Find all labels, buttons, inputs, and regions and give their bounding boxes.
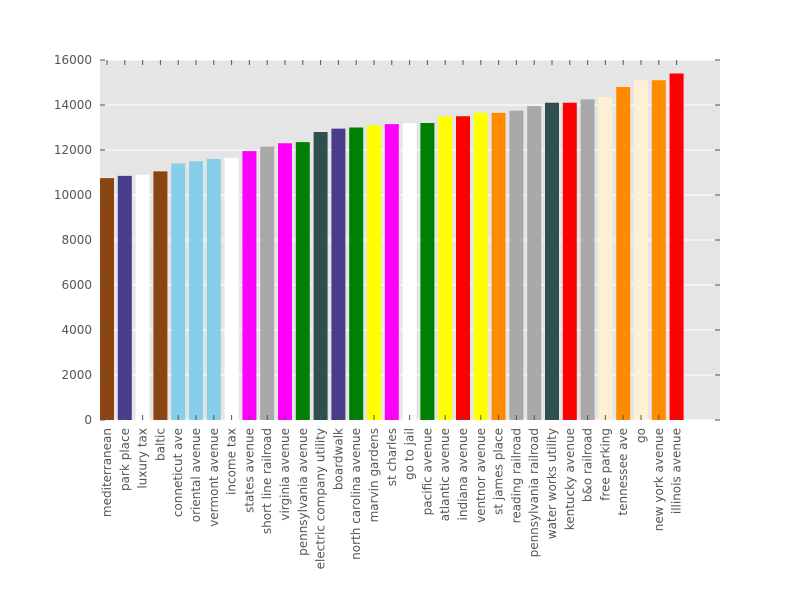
x-tick-label-32: illinois avenue [670, 428, 684, 514]
x-tick-label-0: mediterranean [100, 428, 114, 517]
y-tick-label-4: 8000 [61, 233, 92, 247]
bar-22 [491, 112, 506, 420]
bar-16 [384, 124, 399, 420]
bar-4 [171, 163, 186, 420]
x-tick-label-30: go [634, 428, 648, 443]
y-tick-label-1: 2000 [61, 368, 92, 382]
x-tick-label-3: baltic [153, 428, 167, 461]
x-tick-label-16: st charles [385, 428, 399, 486]
x-tick-label-12: electric company utility [314, 428, 328, 569]
bar-19 [438, 116, 453, 420]
x-tick-label-20: indiana avenue [456, 428, 470, 520]
x-tick-label-15: marvin gardens [367, 428, 381, 522]
x-tick-label-14: north carolina avenue [349, 428, 363, 560]
x-tick-label-23: reading railroad [509, 428, 523, 523]
bar-14 [349, 127, 364, 420]
x-tick-label-13: boardwalk [331, 428, 345, 490]
bar-13 [331, 128, 346, 420]
x-tick-label-5: oriental avenue [189, 428, 203, 522]
bar-3 [153, 171, 168, 420]
bar-23 [509, 110, 524, 420]
bar-0 [100, 178, 114, 420]
x-tick-label-11: pennsylvania avenue [296, 428, 310, 556]
bar-30 [634, 80, 648, 420]
y-tick-label-6: 12000 [54, 143, 92, 157]
x-tick-label-2: luxury tax [136, 428, 150, 489]
bar-26 [562, 102, 577, 420]
bar-27 [580, 99, 595, 420]
x-tick-labels: mediterranean park place luxury tax baltic c… [100, 428, 684, 569]
x-tick-label-21: ventnor avenue [474, 428, 488, 523]
x-tick-label-10: virginia avenue [278, 428, 292, 521]
x-tick-label-29: tennessee ave [616, 428, 630, 516]
x-tick-label-9: short line railroad [260, 428, 274, 534]
bar-25 [545, 102, 559, 420]
x-tick-label-28: free parking [598, 428, 612, 501]
bar-28 [598, 97, 613, 420]
x-tick-label-27: b&o railroad [581, 428, 595, 502]
bar-6 [206, 159, 221, 420]
bar-12 [313, 132, 328, 420]
y-tick-labels: 0 2000 4000 6000 8000 10000 12000 14000 16000 [54, 53, 92, 427]
y-tick-label-2: 4000 [61, 323, 92, 337]
bar-32 [669, 73, 684, 420]
bar-1 [117, 175, 132, 420]
bars [100, 73, 684, 420]
x-tick-label-24: pennsylvania railroad [527, 428, 541, 557]
y-tick-label-3: 6000 [61, 278, 92, 292]
x-tick-label-31: new york avenue [652, 428, 666, 531]
bar-18 [420, 123, 435, 420]
bar-21 [473, 112, 488, 420]
bar-7 [224, 157, 239, 420]
y-tick-label-0: 0 [84, 413, 92, 427]
bar-8 [242, 151, 257, 420]
y-tick-label-5: 10000 [54, 188, 92, 202]
x-tick-label-17: go to jail [403, 428, 417, 480]
bar-2 [135, 174, 150, 420]
bar-9 [260, 146, 275, 420]
bar-17 [402, 123, 417, 420]
bar-5 [189, 161, 203, 420]
x-tick-label-1: park place [118, 428, 132, 491]
y-tick-label-8: 16000 [54, 53, 92, 67]
axes [100, 59, 720, 421]
bar-29 [616, 87, 631, 420]
x-tick-label-19: atlantic avenue [438, 428, 452, 521]
x-tick-label-26: kentucky avenue [563, 428, 577, 530]
x-tick-label-4: conneticut ave [171, 428, 185, 517]
x-tick-label-18: pacific avenue [420, 428, 434, 515]
bar-11 [295, 142, 310, 420]
x-tick-label-22: st james place [492, 428, 506, 515]
x-tick-label-7: income tax [225, 428, 239, 495]
bar-20 [456, 116, 470, 420]
x-tick-label-6: vermont avenue [207, 428, 221, 527]
bar-24 [527, 106, 542, 420]
bar-10 [278, 143, 292, 420]
bar-31 [651, 80, 666, 420]
bar-15 [367, 125, 381, 420]
x-tick-label-25: water works utility [545, 428, 559, 539]
y-tick-label-7: 14000 [54, 98, 92, 112]
x-tick-label-8: states avenue [242, 428, 256, 513]
